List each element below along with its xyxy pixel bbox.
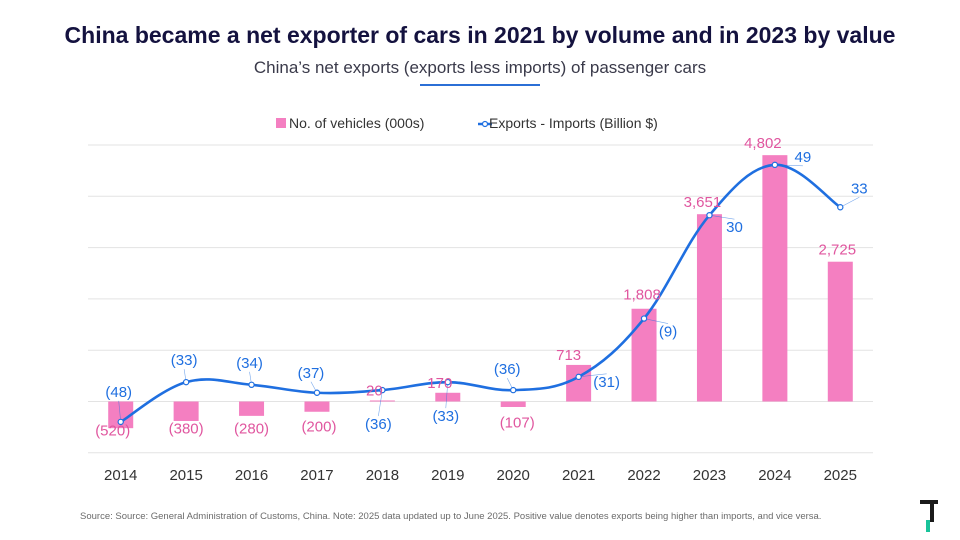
line-point-2022 — [640, 315, 648, 322]
line-label-2025: 33 — [851, 180, 868, 197]
bar-2016 — [239, 401, 265, 416]
x-tick-2022: 2022 — [627, 467, 660, 484]
line-point-2025 — [837, 204, 844, 211]
line-label-2016: (34) — [236, 355, 263, 372]
x-tick-2015: 2015 — [169, 467, 202, 484]
source-note: Source: Source: General Administration o… — [80, 511, 822, 522]
line-point-2023 — [706, 211, 713, 219]
bar-2015 — [173, 401, 199, 421]
bar-2018 — [369, 400, 395, 402]
gridlines — [88, 144, 873, 454]
line-point-2014 — [117, 418, 124, 426]
leader-2019 — [445, 382, 449, 409]
bar-label-2014: (520) — [95, 423, 130, 440]
bar-data-labels: (520) (380) (280) (200) 20 170 (107) 713 1,808 3,… — [95, 135, 856, 439]
value-line — [120, 163, 842, 424]
line-point-2021 — [575, 373, 582, 381]
bar-label-2017: (200) — [301, 419, 336, 436]
bar-2024 — [762, 155, 788, 402]
line-point-2016 — [248, 381, 255, 388]
x-tick-2025: 2025 — [824, 467, 857, 484]
leader-2023 — [709, 214, 735, 220]
x-tick-2021: 2021 — [562, 467, 595, 484]
bar-label-2020: (107) — [500, 415, 535, 432]
x-tick-2018: 2018 — [366, 467, 399, 484]
bar-2019 — [435, 392, 461, 402]
bar-label-2022: 1,808 — [623, 287, 661, 304]
bar-2020 — [500, 401, 526, 407]
legend-bar-label: No. of vehicles (000s) — [289, 115, 424, 131]
bar-label-2021: 713 — [556, 347, 581, 364]
x-tick-2014: 2014 — [104, 467, 137, 484]
bar-label-2025: 2,725 — [819, 242, 857, 259]
bar-2023 — [696, 214, 722, 402]
line-label-2024: 49 — [795, 149, 812, 166]
bar-label-2018: 20 — [366, 382, 383, 399]
leader-2022 — [643, 318, 669, 324]
x-tick-2023: 2023 — [693, 467, 726, 484]
line-label-2022: (9) — [659, 324, 677, 341]
line-point-2018 — [379, 386, 386, 394]
legend: No. of vehicles (000s) Exports - Imports… — [276, 115, 658, 131]
line-label-2021: (31) — [593, 374, 620, 391]
legend-bar-swatch — [276, 118, 286, 128]
bar-label-2016: (280) — [234, 421, 269, 438]
line-label-2020: (36) — [494, 361, 521, 378]
x-axis-labels: 2014 2015 2016 2017 2018 2019 2020 2021 2022 2023… — [104, 467, 857, 484]
chart-subtitle: China’s net exports (exports less import… — [253, 58, 707, 77]
brand-logo-icon — [920, 500, 938, 532]
bar-label-2015: (380) — [169, 421, 204, 438]
line-label-2023: 30 — [726, 219, 743, 236]
line-point-2020 — [510, 386, 517, 394]
line-label-2014: (48) — [105, 384, 132, 401]
leader-2025 — [840, 196, 860, 208]
line-point-2015 — [182, 378, 190, 386]
line-point-2019 — [444, 378, 451, 386]
line-point-2024 — [771, 161, 779, 169]
line-point-2017 — [313, 389, 321, 396]
line-markers — [117, 161, 844, 426]
bar-2022 — [631, 308, 657, 402]
leader-2018 — [378, 390, 383, 417]
leader-2021 — [578, 373, 607, 378]
line-label-2015: (33) — [171, 352, 198, 369]
x-tick-2019: 2019 — [431, 467, 464, 484]
leader-2014 — [118, 400, 122, 422]
leader-lines — [118, 164, 860, 422]
legend-line-marker — [481, 120, 489, 128]
x-tick-2016: 2016 — [235, 467, 268, 484]
line-label-2018: (36) — [365, 416, 392, 433]
line-label-2019: (33) — [432, 408, 459, 425]
line-label-2017: (37) — [298, 365, 325, 382]
bar-2017 — [304, 401, 330, 412]
legend-line-label: Exports - Imports (Billion $) — [489, 115, 658, 131]
bar-2025 — [827, 261, 853, 402]
subtitle-underline — [420, 84, 540, 86]
x-tick-2017: 2017 — [300, 467, 333, 484]
x-tick-2024: 2024 — [758, 467, 791, 484]
chart-title: China became a net exporter of cars in 2… — [64, 22, 896, 48]
line-data-labels: (48) (33) (34) (37) (36) (33) (36) (31) (9) 30 49 3… — [105, 149, 867, 433]
bar-label-2024: 4,802 — [744, 135, 782, 152]
bar-label-2019: 170 — [427, 375, 452, 392]
x-tick-2020: 2020 — [497, 467, 530, 484]
bar-label-2023: 3,651 — [684, 194, 722, 211]
